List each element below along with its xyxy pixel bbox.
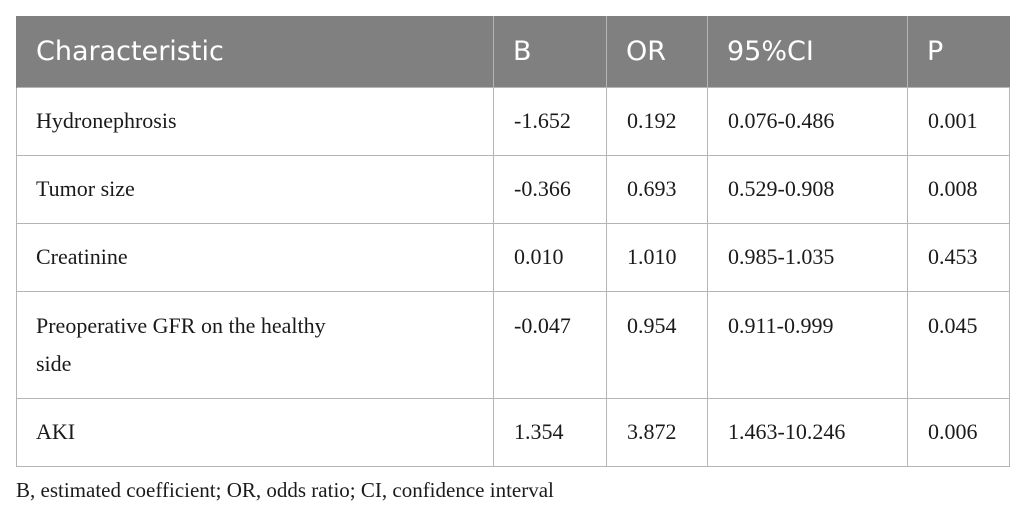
cell-ci: 1.463-10.246 [707, 397, 908, 467]
cell-characteristic: Tumor size [16, 154, 494, 224]
cell-p: 0.045 [907, 290, 1010, 399]
cell-p: 0.008 [907, 154, 1010, 224]
table-footnote: B, estimated coefficient; OR, odds ratio… [16, 478, 554, 502]
cell-characteristic: AKI [16, 397, 494, 467]
cell-ci: 0.911-0.999 [707, 290, 908, 399]
cell-or: 0.954 [606, 290, 708, 399]
cell-p: 0.006 [907, 397, 1010, 467]
cell-b: -0.366 [493, 154, 607, 224]
table-header-row: Characteristic B OR 95%CI P [16, 16, 1010, 87]
cell-p: 0.453 [907, 222, 1010, 292]
cell-or: 3.872 [606, 397, 708, 467]
cell-ci: 0.985-1.035 [707, 222, 908, 292]
cell-or: 0.192 [606, 86, 708, 156]
results-table: Characteristic B OR 95%CI P Hydronephros… [16, 16, 1010, 467]
cell-b: 1.354 [493, 397, 607, 467]
header-or: OR [606, 16, 708, 87]
cell-b: -0.047 [493, 290, 607, 399]
cell-b: 0.010 [493, 222, 607, 292]
table-row: Hydronephrosis -1.652 0.192 0.076-0.486 … [16, 86, 1010, 156]
header-p: P [907, 16, 1010, 87]
cell-ci: 0.529-0.908 [707, 154, 908, 224]
header-characteristic: Characteristic [16, 16, 494, 87]
table-row: AKI 1.354 3.872 1.463-10.246 0.006 [16, 397, 1010, 467]
cell-ci: 0.076-0.486 [707, 86, 908, 156]
table-row: Tumor size -0.366 0.693 0.529-0.908 0.00… [16, 154, 1010, 224]
table-row: Preoperative GFR on the healthy side -0.… [16, 290, 1010, 399]
cell-or: 1.010 [606, 222, 708, 292]
header-b: B [493, 16, 607, 87]
cell-characteristic: Hydronephrosis [16, 86, 494, 156]
cell-characteristic: Preoperative GFR on the healthy side [16, 290, 494, 399]
cell-characteristic: Creatinine [16, 222, 494, 292]
table-row: Creatinine 0.010 1.010 0.985-1.035 0.453 [16, 222, 1010, 292]
cell-p: 0.001 [907, 86, 1010, 156]
header-95ci: 95%CI [707, 16, 908, 87]
cell-or: 0.693 [606, 154, 708, 224]
cell-b: -1.652 [493, 86, 607, 156]
